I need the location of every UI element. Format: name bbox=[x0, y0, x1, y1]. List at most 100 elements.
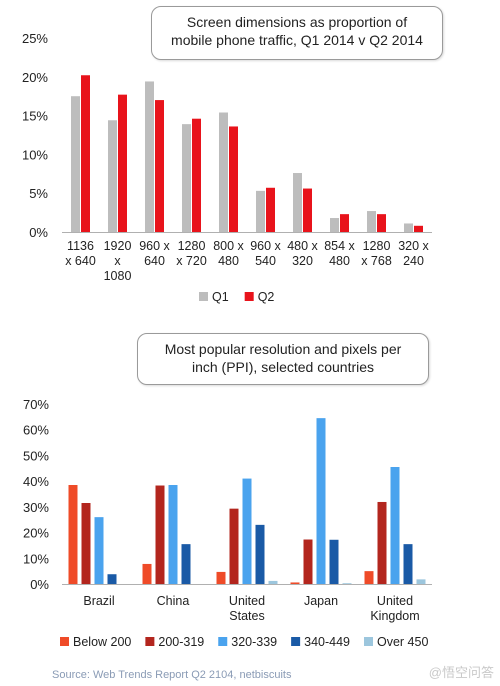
chart-1-x-tick-label: 480 x 320 bbox=[287, 239, 318, 268]
chart-2-legend-swatch bbox=[218, 637, 228, 646]
chart-2-bar bbox=[229, 508, 239, 584]
chart-2-y-tick-label: 10% bbox=[23, 551, 49, 566]
chart-2-legend-label: 340-449 bbox=[304, 635, 350, 649]
chart-1-bar bbox=[340, 214, 349, 232]
chart-1-y-tick-label: 5% bbox=[29, 186, 48, 201]
chart-1-x-tick-label: 320 x 240 bbox=[398, 239, 429, 268]
chart-2-bar bbox=[81, 503, 91, 584]
chart-1-x-tick-label-line: 854 x bbox=[324, 239, 355, 253]
chart-1-bar bbox=[118, 94, 127, 232]
chart-1-bar bbox=[303, 188, 312, 232]
chart-1-x-tick-label-line: 240 bbox=[403, 254, 424, 268]
chart-2-bar bbox=[364, 571, 374, 584]
chart-2-y-tick-label: 30% bbox=[23, 500, 49, 515]
chart-1-legend-label: Q1 bbox=[212, 290, 229, 304]
chart-1-bar bbox=[145, 81, 154, 233]
chart-1-x-tick-label-line: 1136 bbox=[67, 239, 94, 253]
chart-2-x-tick-label-line: United bbox=[229, 594, 265, 608]
chart-2-y-tick-label: 60% bbox=[23, 423, 49, 438]
chart-2-bar bbox=[94, 517, 104, 584]
chart-1-bar bbox=[192, 118, 201, 232]
chart-2-bar bbox=[268, 580, 278, 584]
chart-1-x-tick-label-line: 1280 bbox=[178, 239, 206, 253]
chart-1-x-tick-label-line: 1280 bbox=[363, 239, 391, 253]
chart-2-legend-label: Over 450 bbox=[377, 635, 428, 649]
chart-2-x-tick-label-line: States bbox=[229, 609, 264, 623]
chart-1-legend-label: Q2 bbox=[258, 290, 275, 304]
chart-2-y-tick-label: 40% bbox=[23, 474, 49, 489]
chart-2-legend-label: Below 200 bbox=[73, 635, 131, 649]
chart-1-x-tick-label-line: 960 x bbox=[250, 239, 281, 253]
chart-1-title: Screen dimensions as proportion of mobil… bbox=[151, 6, 443, 60]
chart-2-title-line: Most popular resolution and pixels per bbox=[164, 341, 402, 357]
chart-1-x-tick-label-line: 960 x bbox=[139, 239, 170, 253]
chart-1-x-tick-label: 1280 x 720 bbox=[176, 239, 207, 268]
chart-1-y-tick-label: 20% bbox=[22, 70, 48, 85]
chart-2-bar bbox=[377, 501, 387, 584]
chart-2-bar bbox=[316, 418, 326, 584]
chart-2-x-tick-label: Brazil bbox=[83, 594, 114, 608]
chart-2-bar bbox=[255, 524, 265, 584]
chart-2-x-tick-label: United Kingdom bbox=[370, 594, 419, 623]
chart-2-bar bbox=[303, 539, 313, 584]
chart-1-x-tick-label-line: 1080 bbox=[104, 269, 132, 283]
chart-2-x-tick-label-line: United bbox=[377, 594, 413, 608]
chart-1-bar bbox=[108, 120, 117, 232]
chart-2-x-tick-label-line: China bbox=[157, 594, 190, 608]
chart-1-bar bbox=[155, 100, 164, 232]
chart-2-bar bbox=[403, 544, 413, 584]
chart-1-x-tick-label-line: 540 bbox=[255, 254, 276, 268]
chart-1-x-tick-label: 960 x 640 bbox=[139, 239, 170, 268]
chart-1-bar bbox=[330, 218, 339, 232]
chart-1-x-tick-label: 1280 x 768 bbox=[361, 239, 392, 268]
chart-2-y-tick-label: 70% bbox=[23, 397, 49, 412]
chart-1-x-tick-label: 1136 x 640 bbox=[65, 239, 96, 268]
chart-1-bar bbox=[404, 223, 413, 232]
chart-1-legend-swatch bbox=[244, 292, 254, 301]
chart-1-bar bbox=[71, 96, 80, 232]
chart-1-y-tick-label: 25% bbox=[22, 31, 48, 46]
chart-1-bar bbox=[229, 126, 238, 232]
chart-1-x-tick-label-line: 480 bbox=[218, 254, 239, 268]
chart-2-x-tick-label: United States bbox=[229, 594, 265, 623]
chart-1-y-tick-label: 10% bbox=[22, 147, 48, 162]
chart-1-x-tick-label-line: 320 bbox=[292, 254, 313, 268]
chart-1-title-line: mobile phone traffic, Q1 2014 v Q2 2014 bbox=[171, 32, 423, 48]
chart-2-x-tick-label-line: Kingdom bbox=[370, 609, 419, 623]
chart-2-title-line: inch (PPI), selected countries bbox=[191, 359, 375, 375]
chart-2-bar bbox=[216, 571, 226, 584]
chart-1-bar bbox=[182, 124, 191, 232]
chart-1-bar bbox=[266, 187, 275, 232]
chart-1-legend-swatch bbox=[199, 292, 208, 301]
chart-2-bar bbox=[168, 485, 178, 584]
chart-2-bar bbox=[416, 579, 426, 584]
chart-2-x-tick-label-line: Japan bbox=[304, 594, 338, 608]
chart-1-x-tick-label: 800 x 480 bbox=[213, 239, 244, 268]
chart-2-x-tick-label-line: Brazil bbox=[83, 594, 114, 608]
chart-2-bar bbox=[181, 544, 191, 584]
chart-1-bar bbox=[81, 75, 90, 232]
chart-2-bar bbox=[107, 574, 117, 584]
chart-2-bar bbox=[155, 485, 165, 584]
chart-1-x-tick-label-line: 320 x bbox=[398, 239, 429, 253]
chart-2-legend: Below 200 200-319 320-339 340-449 Over 450 bbox=[60, 635, 428, 649]
chart-2-legend-swatch bbox=[364, 637, 373, 646]
chart-2-x-tick-label: China bbox=[157, 594, 190, 608]
chart-1-x-tick-label-line: 1920 bbox=[104, 239, 132, 253]
source-note: Source: Web Trends Report Q2 2104, netbi… bbox=[52, 669, 292, 681]
chart-1-legend: Q1 Q2 bbox=[199, 290, 274, 304]
chart-1-x-tick-label-line: 480 x bbox=[287, 239, 318, 253]
chart-1-x-tick-label-line: x 768 bbox=[361, 254, 392, 268]
chart-1-bar bbox=[367, 211, 376, 232]
chart-2-y-tick-label: 20% bbox=[23, 526, 49, 541]
chart-2-bar bbox=[68, 485, 78, 584]
chart-1-y-tick-label: 0% bbox=[29, 225, 48, 240]
chart-2-x-tick-label: Japan bbox=[304, 594, 338, 608]
chart-1-x-tick-label-line: x 640 bbox=[65, 254, 96, 268]
chart-1-x-tick-label: 960 x 540 bbox=[250, 239, 281, 268]
chart-2-legend-swatch bbox=[60, 637, 69, 646]
chart-2-y-tick-label: 0% bbox=[30, 577, 49, 592]
chart-2-bar bbox=[329, 539, 339, 584]
